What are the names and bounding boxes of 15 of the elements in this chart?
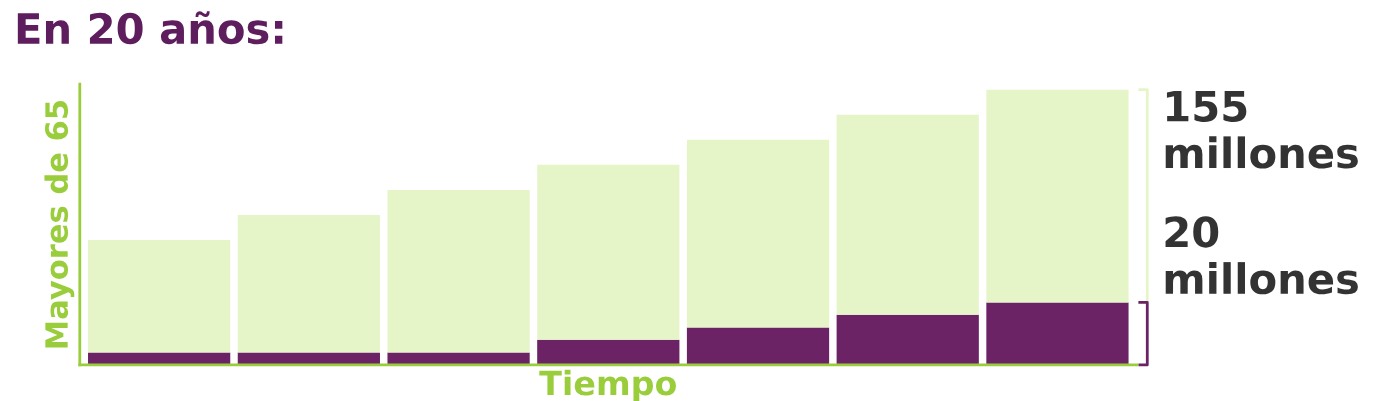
y-axis-title: Mayores de 65	[44, 101, 75, 348]
text: 20 millones	[1165, 216, 1358, 295]
bar	[686, 139, 830, 328]
bar	[686, 327, 830, 365]
bar	[836, 114, 979, 315]
bar	[537, 164, 680, 340]
bar	[88, 239, 231, 353]
bar	[537, 339, 680, 365]
bar	[986, 302, 1129, 365]
bar	[986, 89, 1129, 303]
chart-title: En 20 años:	[17, 11, 283, 45]
bar	[836, 314, 979, 365]
text: 155 millones	[1165, 91, 1358, 169]
bar	[237, 214, 380, 353]
bar	[387, 189, 530, 353]
